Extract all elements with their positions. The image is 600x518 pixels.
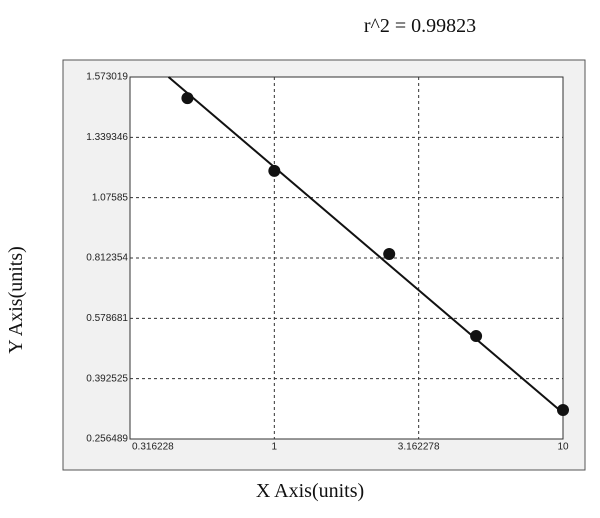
x-tick-label: 10	[557, 442, 569, 453]
y-tick-label: 1.339346	[86, 132, 128, 143]
data-point	[557, 403, 569, 416]
data-point	[181, 92, 194, 105]
fit-line	[167, 76, 564, 414]
y-tick-label: 0.256489	[86, 434, 128, 445]
data-point	[383, 247, 396, 260]
x-tick-label: 0.316228	[132, 442, 174, 453]
chart-title: r^2 = 0.99823	[364, 15, 476, 37]
data-point	[268, 164, 281, 177]
y-tick-label: 0.578681	[86, 313, 128, 324]
y-tick-label: 0.812354	[86, 253, 128, 264]
x-tick-label: 1	[272, 442, 278, 453]
y-tick-label: 1.573019	[86, 72, 128, 83]
x-tick-label: 3.162278	[398, 442, 440, 453]
data-point	[470, 330, 483, 343]
y-tick-label: 0.392525	[86, 373, 128, 384]
x-axis-label: X Axis(units)	[256, 480, 364, 502]
y-tick-label: 1.07585	[92, 192, 129, 203]
y-axis-label: Y Axis(units)	[5, 246, 27, 354]
